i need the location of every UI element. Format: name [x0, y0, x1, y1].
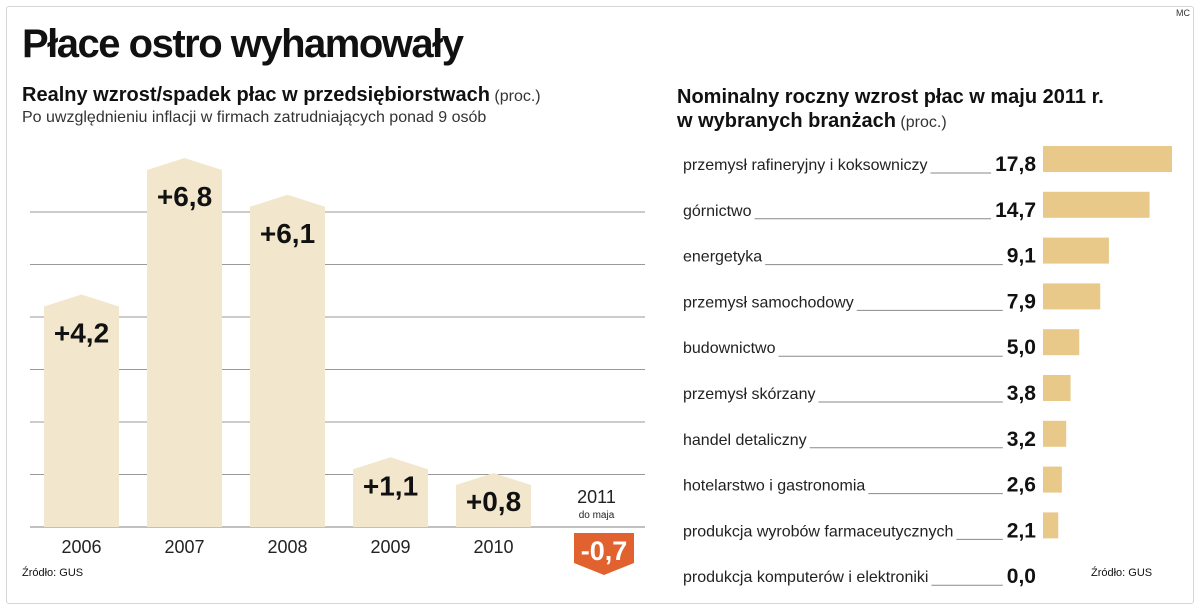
bar-value-label: +4,2 [54, 318, 109, 349]
right-chart-title-second-line: w wybranych branżach (proc.) [677, 110, 947, 133]
industry-label: przemysł rafineryjny i koksowniczy [683, 157, 928, 174]
bar [1043, 512, 1059, 539]
year-tick-label: 2010 [473, 537, 513, 557]
left-chart-subtitle: Po uwzględnieniu inflacji w firmach zatr… [22, 109, 487, 126]
bar [574, 533, 634, 575]
industry-value-label: 17,8 [995, 153, 1036, 176]
right-chart-source: Źródło: GUS [1091, 567, 1153, 579]
industry-label: przemysł samochodowy [683, 294, 854, 311]
bar [250, 194, 325, 527]
bar-value-label: -0,7 [581, 536, 628, 566]
industry-value-label: 7,9 [1007, 290, 1036, 313]
right-chart-title-line2: w wybranych branżach [677, 110, 896, 132]
bar-value-label: +6,1 [260, 218, 315, 249]
bar [1043, 146, 1172, 172]
industry-value-label: 2,6 [1007, 474, 1036, 497]
industry-value-label: 14,7 [995, 199, 1036, 222]
bar [1043, 329, 1080, 356]
year-tick-label: 2009 [370, 537, 410, 557]
bar [1043, 191, 1150, 218]
bar-value-label: +0,8 [466, 486, 521, 517]
bar [353, 457, 428, 527]
year-note-label: do maja [579, 510, 615, 521]
industry-label: produkcja wyrobów farmaceutycznych [683, 523, 953, 540]
right-chart-title-unit: (proc.) [900, 114, 947, 131]
right-chart-title: Nominalny roczny wzrost płac w maju 2011… [677, 86, 1104, 109]
year-tick-label: 2006 [61, 537, 101, 557]
bar [147, 158, 222, 527]
left-chart-source: Źródło: GUS [22, 567, 84, 579]
left-chart-title-text: Realny wzrost/spadek płac w przedsiębior… [22, 84, 490, 106]
bar [1043, 375, 1071, 401]
bar-value-label: +6,8 [157, 181, 212, 212]
industry-label: górnictwo [683, 203, 752, 220]
page-title: Płace ostro wyhamowały [22, 22, 464, 66]
right-chart-title-line1: Nominalny roczny wzrost płac w maju 2011… [677, 86, 1104, 108]
industry-value-label: 3,2 [1007, 428, 1036, 451]
year-tick-label: 2008 [267, 537, 307, 557]
industry-label: handel detaliczny [683, 432, 807, 449]
year-tick-label: 2007 [164, 537, 204, 557]
industry-label: produkcja komputerów i elektroniki [683, 569, 928, 586]
industry-value-label: 2,1 [1007, 519, 1037, 542]
bar-value-label: +1,1 [363, 470, 418, 501]
industry-value-label: 5,0 [1007, 336, 1036, 359]
industry-value-label: 3,8 [1007, 382, 1037, 405]
bar [44, 294, 119, 527]
industry-label: budownictwo [683, 340, 776, 357]
industry-label: hotelarstwo i gastronomia [683, 478, 865, 495]
industry-label: przemysł skórzany [683, 386, 815, 403]
industry-value-label: 9,1 [1007, 245, 1037, 268]
bar [1043, 420, 1067, 447]
industry-value-label: 0,0 [1007, 565, 1036, 588]
year-tick-label: 2011 [577, 487, 616, 507]
corner-tag: MC [1176, 8, 1190, 18]
bar [1043, 237, 1109, 264]
bar [1043, 283, 1101, 310]
bar [1043, 466, 1062, 493]
left-chart-title: Realny wzrost/spadek płac w przedsiębior… [22, 84, 541, 107]
bar [456, 473, 531, 527]
left-chart-title-unit: (proc.) [494, 88, 541, 105]
industry-label: energetyka [683, 249, 762, 266]
